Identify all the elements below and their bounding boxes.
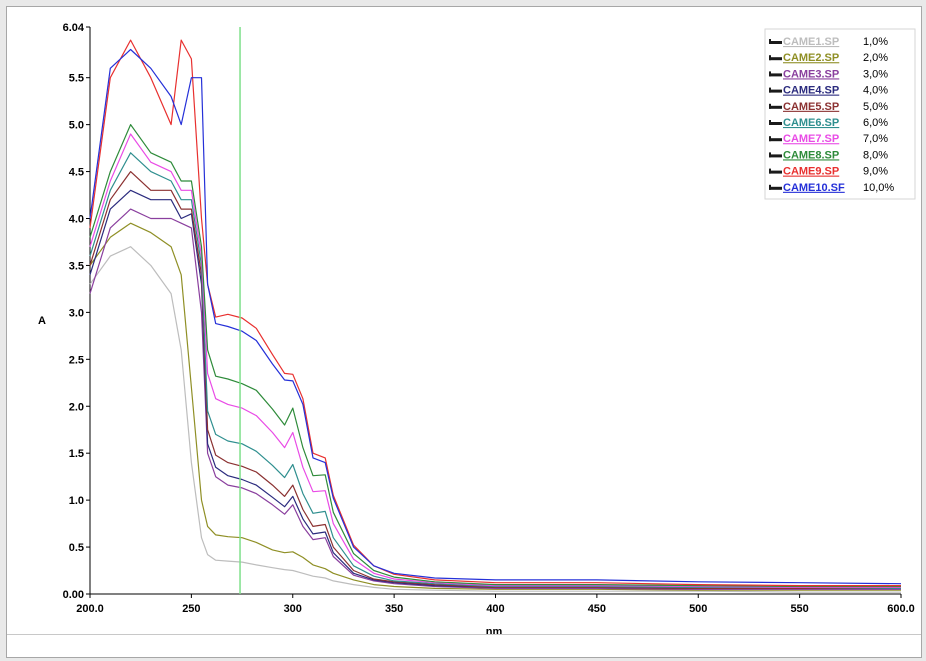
legend-item[interactable]: CAME7.SP 7,0% — [769, 133, 888, 145]
series-line-5 — [89, 171, 901, 590]
y-tick-label: 0.00 — [63, 589, 84, 601]
legend-series-name: CAME2.SP — [783, 52, 839, 64]
y-tick-label: 6.04 — [63, 22, 85, 34]
legend-item[interactable]: CAME6.SP 6,0% — [769, 117, 888, 129]
legend-swatch-icon — [769, 154, 782, 158]
legend-series-name: CAME5.SP — [783, 101, 839, 113]
legend-item[interactable]: CAME2.SP 2,0% — [769, 52, 888, 64]
legend-series-name: CAME3.SP — [783, 68, 839, 80]
x-tick-label: 400 — [486, 603, 504, 615]
legend-series-name: CAME7.SP — [783, 133, 839, 145]
y-axis-ticks: 0.00 0.5 1.0 1.5 2.0 2.5 3.0 3.5 4.0 4.5 5.0 5.5 6.0… — [63, 22, 90, 601]
x-tick-label: 550 — [790, 603, 808, 615]
legend-swatch-tick — [769, 87, 771, 93]
legend-swatch-icon — [769, 89, 782, 93]
series-line-2 — [89, 222, 901, 591]
legend-swatch-icon — [769, 73, 782, 77]
series-line-10 — [89, 48, 902, 585]
x-tick-label: 450 — [588, 603, 606, 615]
legend-item[interactable]: CAME5.SP 5,0% — [769, 101, 888, 113]
x-axis-ticks: 200.0 250 300 350 400 450 500 550 600.0 — [76, 594, 915, 615]
legend-item[interactable]: CAME1.SP 1,0% — [769, 36, 888, 48]
x-tick-label: 250 — [182, 603, 200, 615]
series-line-4 — [89, 189, 901, 590]
legend: CAME1.SP 1,0%CAME2.SP 2,0%CAME3.SP 3,0%CAME… — [764, 28, 916, 200]
legend-swatch-tick — [769, 168, 771, 174]
legend-item[interactable]: CAME8.SP 8,0% — [769, 149, 888, 161]
legend-series-value: 8,0% — [863, 149, 888, 161]
series-line-1 — [89, 246, 901, 593]
legend-swatch-tick — [769, 152, 771, 158]
legend-item[interactable]: CAME4.SP 4,0% — [769, 85, 888, 97]
legend-swatch-tick — [769, 71, 771, 77]
x-tick-label: 300 — [284, 603, 302, 615]
x-tick-label: 600.0 — [887, 603, 915, 615]
series-line-3 — [89, 208, 901, 590]
legend-series-name: CAME8.SP — [783, 149, 839, 161]
legend-item[interactable]: CAME10.SF 10,0% — [769, 182, 894, 194]
legend-item[interactable]: CAME9.SP 9,0% — [769, 166, 888, 178]
y-tick-label: 5.5 — [69, 73, 84, 85]
legend-swatch-tick — [769, 55, 771, 61]
y-tick-label: 3.0 — [69, 307, 84, 319]
legend-swatch-icon — [769, 105, 782, 109]
plot-area — [89, 39, 902, 593]
legend-series-name: CAME6.SP — [783, 117, 839, 129]
y-axis-label: A — [38, 315, 46, 327]
legend-series-name: CAME9.SP — [783, 166, 839, 178]
legend-series-value: 3,0% — [863, 68, 888, 80]
legend-swatch-tick — [769, 120, 771, 125]
spectrum-window: A nm 200.0 250 300 350 400 450 500 550 600.0 0.0… — [6, 6, 922, 658]
x-tick-label: 500 — [689, 603, 707, 615]
legend-swatch-tick — [769, 103, 771, 109]
legend-item[interactable]: CAME3.SP 3,0% — [769, 68, 888, 80]
y-tick-label: 4.5 — [69, 167, 84, 179]
y-tick-label: 2.0 — [69, 401, 84, 413]
y-tick-label: 1.0 — [69, 495, 84, 507]
legend-swatch-tick — [769, 184, 771, 190]
legend-swatch-icon — [769, 170, 782, 174]
legend-swatch-icon — [769, 186, 782, 190]
legend-series-value: 5,0% — [863, 101, 888, 113]
series-line-7 — [89, 133, 901, 589]
status-bar — [7, 634, 921, 657]
legend-series-value: 9,0% — [863, 166, 888, 178]
legend-swatch-tick — [769, 39, 771, 44]
legend-series-value: 1,0% — [863, 36, 888, 48]
legend-series-name: CAME4.SP — [783, 85, 839, 97]
legend-series-name: CAME1.SP — [783, 36, 839, 48]
legend-swatch-icon — [769, 41, 782, 44]
legend-swatch-icon — [769, 57, 782, 61]
legend-swatch-tick — [769, 136, 771, 142]
legend-series-value: 10,0% — [863, 182, 894, 194]
series-line-9 — [89, 39, 901, 587]
y-tick-label: 2.5 — [69, 354, 84, 366]
series-line-6 — [89, 152, 902, 589]
series-line-8 — [89, 123, 901, 588]
legend-series-value: 4,0% — [863, 85, 888, 97]
legend-swatch-icon — [769, 122, 782, 125]
legend-box — [764, 28, 916, 200]
legend-series-value: 2,0% — [863, 52, 888, 64]
y-tick-label: 5.0 — [69, 120, 84, 132]
y-tick-label: 3.5 — [69, 260, 84, 272]
y-tick-label: 4.0 — [69, 214, 84, 226]
legend-swatch-icon — [769, 138, 782, 142]
x-tick-label: 350 — [385, 603, 403, 615]
x-tick-label: 200.0 — [76, 603, 104, 615]
absorbance-chart: A nm 200.0 250 300 350 400 450 500 550 600.0 0.0… — [38, 22, 916, 638]
y-tick-label: 0.5 — [69, 542, 84, 554]
legend-series-value: 6,0% — [863, 117, 888, 129]
legend-series-value: 7,0% — [863, 133, 888, 145]
y-tick-label: 1.5 — [69, 448, 84, 460]
legend-series-name: CAME10.SF — [783, 182, 845, 194]
